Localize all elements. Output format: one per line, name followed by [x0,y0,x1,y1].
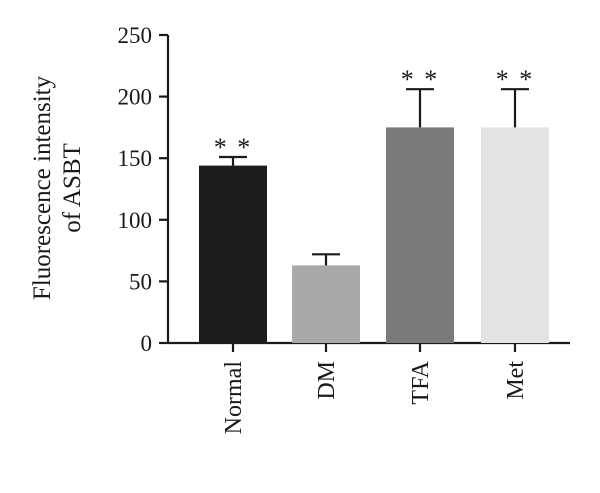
y-tick-label: 200 [118,85,153,110]
significance-marker: * * [214,133,253,162]
y-tick-label: 0 [141,331,153,356]
x-tick-labels: Normal DM TFA Met [221,360,529,434]
bars [199,127,549,344]
x-tick-label-tfa: TFA [408,360,434,404]
bar-met [481,127,549,344]
y-axis-title-line2: of ASBT [59,143,86,233]
x-tick-label-met: Met [503,361,529,400]
significance-marker: * * [496,65,535,94]
y-axis-title: Fluorescence intensity of ASBT [29,75,86,300]
bar-tfa [386,127,454,344]
y-tick-label: 100 [118,208,153,233]
error-bars [219,88,529,266]
significance-markers: * * * * * * [214,65,535,162]
x-tick-label-dm: DM [314,361,340,400]
bar-dm [292,265,360,343]
y-tick-label: 150 [118,146,153,171]
y-tick-label: 50 [129,269,152,294]
significance-marker: * * [401,65,440,94]
x-tick-label-normal: Normal [221,361,247,435]
y-ticks: 0 50 100 150 200 250 [118,23,168,356]
y-tick-label: 250 [118,23,153,48]
bar-normal [199,165,267,343]
y-axis-title-line1: Fluorescence intensity [29,75,56,300]
